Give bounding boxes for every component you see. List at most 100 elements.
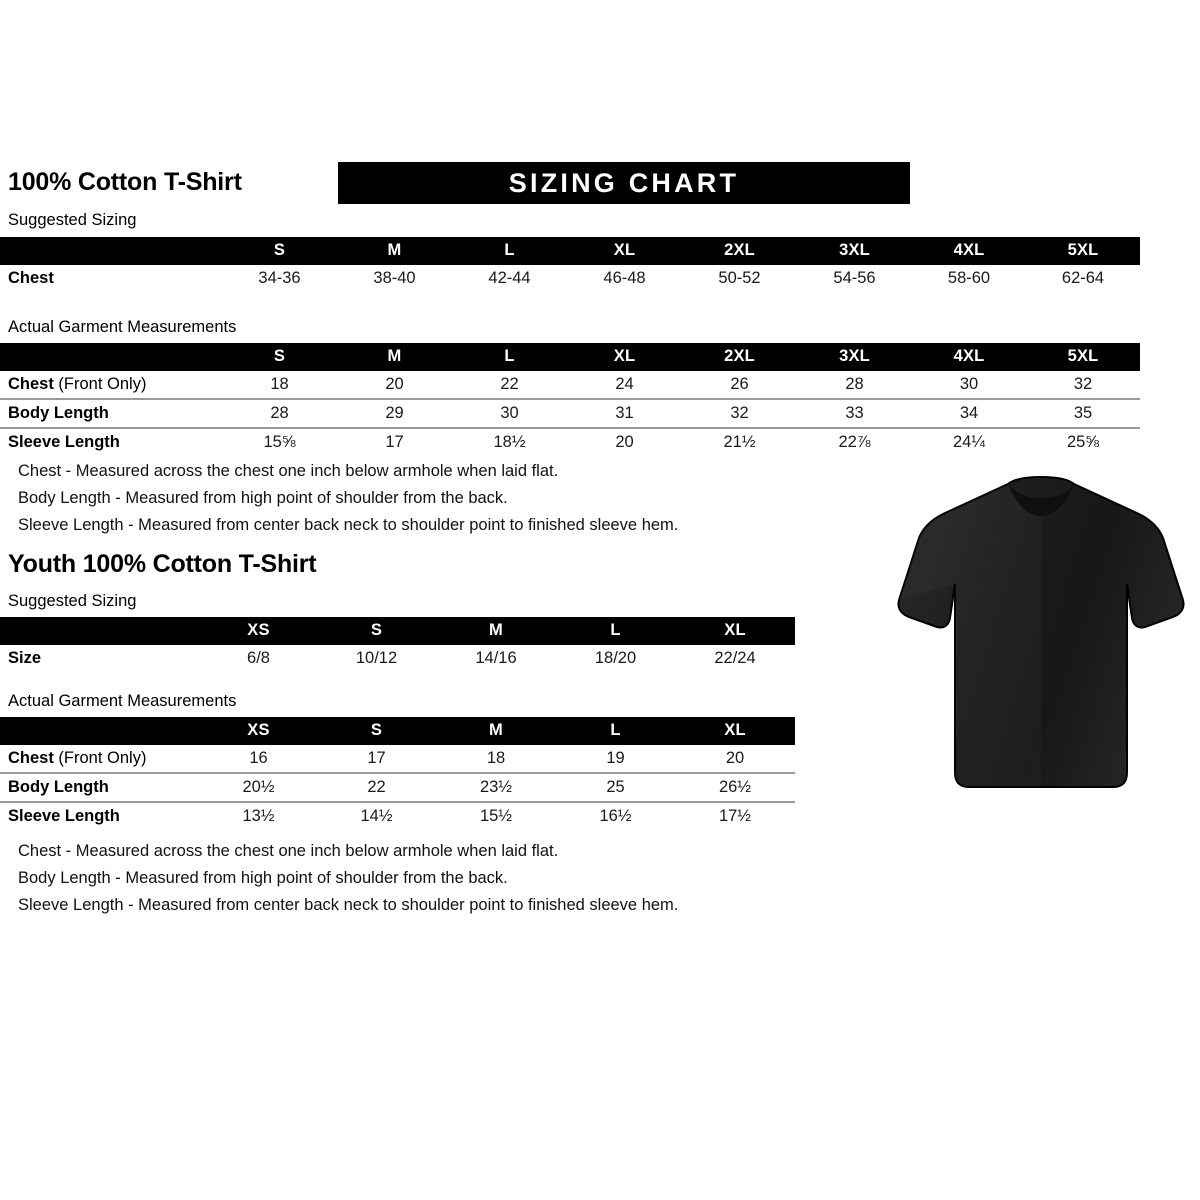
- youth-note: Chest - Measured across the chest one in…: [18, 842, 559, 860]
- youth-actual-cell: 17½: [675, 801, 795, 830]
- adult-suggested-cell: 38-40: [373, 269, 416, 287]
- adult-actual-row: Body Length 28 29 30 31 32 33 34 35: [0, 398, 1140, 428]
- youth-suggested-header-m: M: [489, 621, 503, 639]
- adult-actual-cell: 31: [567, 398, 682, 428]
- adult-actual-row-label-sub: (Front Only): [53, 375, 147, 393]
- youth-actual-row: Chest (Front Only) 16 17 18 19 20: [0, 745, 795, 773]
- adult-actual-cell: 26: [730, 375, 749, 393]
- adult-actual-cell: 30: [452, 398, 567, 428]
- adult-actual-cell: 32: [682, 398, 797, 428]
- adult-suggested-cell: 58-60: [947, 269, 991, 287]
- youth-suggested-row-label: Size: [8, 649, 42, 667]
- youth-actual-header-l: L: [610, 721, 621, 739]
- youth-measurement-notes: Chest - Measured across the chest one in…: [18, 838, 678, 919]
- youth-note: Body Length - Measured from high point o…: [18, 869, 508, 887]
- adult-actual-cell: 24¼: [912, 427, 1026, 456]
- youth-suggested-header-rowlabel: [0, 617, 200, 645]
- adult-suggested-cell: 46-48: [603, 269, 646, 287]
- youth-actual-row-label: Body Length: [0, 772, 200, 802]
- youth-actual-header-m: M: [489, 721, 503, 739]
- youth-suggested-caption: Suggested Sizing: [8, 592, 137, 610]
- youth-suggested-header-xl: XL: [724, 621, 746, 639]
- adult-actual-cell: 22: [500, 375, 519, 393]
- adult-actual-header-s: S: [273, 347, 286, 365]
- adult-actual-row-label: Body Length: [0, 398, 222, 428]
- adult-suggested-row-label: Chest: [8, 269, 54, 287]
- adult-actual-cell: 20: [385, 375, 404, 393]
- adult-actual-header-row: S M L XL 2XL 3XL 4XL 5XL: [0, 343, 1140, 371]
- adult-suggested-header-4xl: 4XL: [953, 241, 985, 259]
- adult-suggested-header-2xl: 2XL: [724, 241, 755, 259]
- adult-actual-cell: 28: [222, 398, 337, 428]
- sizing-chart-banner-label: SIZING CHART: [508, 167, 740, 198]
- youth-suggested-header-l: L: [610, 621, 621, 639]
- youth-note: Sleeve Length - Measured from center bac…: [18, 896, 679, 914]
- adult-suggested-row: Chest 34-36 38-40 42-44 46-48 50-52 54-56 58-60…: [0, 265, 1140, 292]
- youth-actual-cell: 13½: [200, 801, 317, 830]
- adult-actual-cell: 24: [615, 375, 634, 393]
- sizing-chart-banner: SIZING CHART: [338, 162, 910, 204]
- youth-actual-measurements-table: XS S M L XL Chest (Front Only) 16 17 18 19 20 Body…: [0, 717, 795, 830]
- adult-suggested-caption: Suggested Sizing: [8, 211, 137, 229]
- adult-actual-row-label: Sleeve Length: [0, 427, 222, 456]
- adult-actual-header-2xl: 2XL: [724, 347, 755, 365]
- youth-suggested-row: Size 6/8 10/12 14/16 18/20 22/24: [0, 645, 795, 672]
- youth-actual-cell: 15½: [436, 801, 556, 830]
- adult-suggested-header-3xl: 3XL: [839, 241, 870, 259]
- adult-actual-cell: 17: [337, 427, 452, 456]
- adult-actual-header-3xl: 3XL: [839, 347, 870, 365]
- adult-suggested-header-xl: XL: [613, 241, 636, 259]
- youth-actual-cell: 19: [606, 749, 625, 767]
- youth-actual-cell: 14½: [317, 801, 436, 830]
- adult-actual-cell: 35: [1026, 398, 1140, 428]
- adult-actual-row-label: Chest (Front Only): [8, 375, 147, 393]
- adult-suggested-header-s: S: [273, 241, 286, 259]
- youth-actual-cell: 20½: [200, 772, 317, 802]
- adult-actual-cell: 15⅝: [222, 427, 337, 456]
- adult-measurement-notes: Chest - Measured across the chest one in…: [18, 458, 678, 539]
- adult-note: Chest - Measured across the chest one in…: [18, 462, 559, 480]
- youth-actual-header-s: S: [370, 721, 383, 739]
- adult-actual-cell: 22⅞: [797, 427, 912, 456]
- youth-suggested-header-row: XS S M L XL: [0, 617, 795, 645]
- youth-actual-cell: 17: [367, 749, 386, 767]
- adult-actual-caption: Actual Garment Measurements: [8, 318, 237, 336]
- youth-actual-cell: 16: [249, 749, 268, 767]
- adult-actual-header-m: M: [387, 347, 402, 365]
- youth-actual-row-label: Sleeve Length: [0, 801, 200, 830]
- youth-suggested-header-xs: XS: [247, 621, 270, 639]
- adult-actual-cell: 25⅝: [1026, 427, 1140, 456]
- youth-actual-cell: 18: [486, 749, 506, 767]
- adult-note: Body Length - Measured from high point o…: [18, 489, 508, 507]
- adult-suggested-header-5xl: 5XL: [1067, 241, 1099, 259]
- youth-actual-row-label: Chest (Front Only): [8, 749, 147, 767]
- adult-actual-measurements-table: S M L XL 2XL 3XL 4XL 5XL Chest (Front Only) 18 20…: [0, 343, 1140, 456]
- tshirt-icon: [897, 475, 1185, 788]
- youth-actual-row-label-sub: (Front Only): [53, 749, 147, 767]
- adult-note: Sleeve Length - Measured from center bac…: [18, 516, 679, 534]
- youth-suggested-cell: 6/8: [247, 649, 270, 667]
- youth-suggested-header-s: S: [370, 621, 383, 639]
- youth-actual-row: Body Length 20½ 22 23½ 25 26½: [0, 772, 795, 802]
- youth-suggested-cell: 18/20: [594, 649, 637, 667]
- youth-actual-caption: Actual Garment Measurements: [8, 692, 237, 710]
- youth-actual-cell: 16½: [556, 801, 675, 830]
- adult-actual-cell: 30: [959, 375, 979, 393]
- youth-actual-header-xl: XL: [724, 721, 746, 739]
- youth-actual-cell: 25: [556, 772, 675, 802]
- adult-suggested-header-row: S M L XL 2XL 3XL 4XL 5XL: [0, 237, 1140, 265]
- adult-actual-cell: 29: [337, 398, 452, 428]
- youth-actual-body: Chest (Front Only) 16 17 18 19 20 Body Length 2…: [0, 745, 795, 830]
- youth-suggested-cell: 14/16: [475, 649, 517, 667]
- adult-actual-cell: 18: [270, 375, 289, 393]
- adult-suggested-cell: 54-56: [833, 269, 876, 287]
- youth-suggested-sizing-table: XS S M L XL Size 6/8 10/12 14/16 18/20 22/24: [0, 617, 795, 672]
- youth-actual-cell: 23½: [436, 772, 556, 802]
- adult-actual-header-xl: XL: [613, 347, 636, 365]
- youth-actual-cell: 20: [725, 749, 745, 767]
- adult-actual-row: Chest (Front Only) 18 20 22 24 26 28 30 32: [0, 371, 1140, 399]
- adult-actual-cell: 21½: [682, 427, 797, 456]
- youth-actual-header-row: XS S M L XL: [0, 717, 795, 745]
- adult-actual-cell: 34: [912, 398, 1026, 428]
